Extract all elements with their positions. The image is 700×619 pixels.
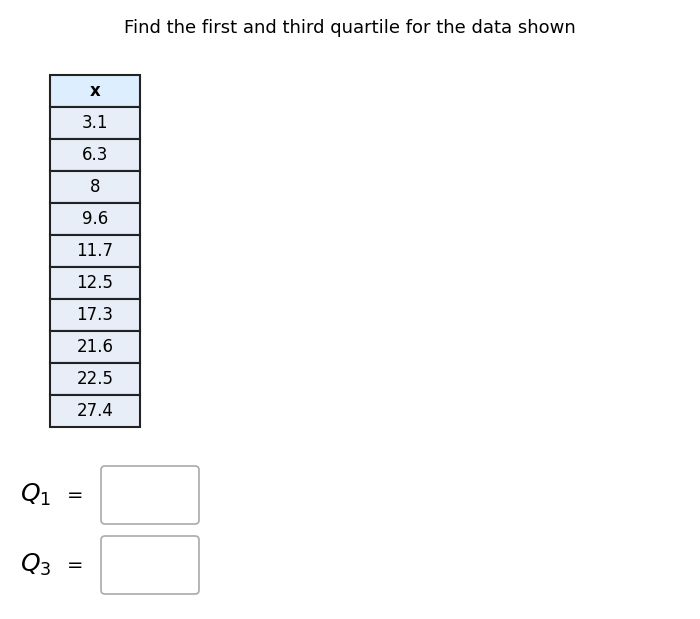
Text: 17.3: 17.3: [76, 306, 113, 324]
Text: =: =: [66, 555, 83, 574]
FancyBboxPatch shape: [50, 139, 140, 171]
FancyBboxPatch shape: [50, 107, 140, 139]
FancyBboxPatch shape: [50, 203, 140, 235]
FancyBboxPatch shape: [101, 466, 199, 524]
FancyBboxPatch shape: [50, 395, 140, 427]
Text: 3.1: 3.1: [82, 114, 108, 132]
Text: 6.3: 6.3: [82, 146, 108, 164]
Text: $Q_1$: $Q_1$: [20, 482, 51, 508]
Text: 8: 8: [90, 178, 100, 196]
FancyBboxPatch shape: [50, 75, 140, 107]
Text: 12.5: 12.5: [76, 274, 113, 292]
FancyBboxPatch shape: [50, 299, 140, 331]
Text: Find the first and third quartile for the data shown: Find the first and third quartile for th…: [124, 19, 576, 37]
FancyBboxPatch shape: [50, 267, 140, 299]
FancyBboxPatch shape: [101, 536, 199, 594]
Text: x: x: [90, 82, 100, 100]
Text: $Q_3$: $Q_3$: [20, 552, 51, 578]
FancyBboxPatch shape: [50, 331, 140, 363]
Text: 11.7: 11.7: [76, 242, 113, 260]
Text: 22.5: 22.5: [76, 370, 113, 388]
FancyBboxPatch shape: [50, 363, 140, 395]
Text: 27.4: 27.4: [76, 402, 113, 420]
Text: 9.6: 9.6: [82, 210, 108, 228]
FancyBboxPatch shape: [50, 171, 140, 203]
Text: 21.6: 21.6: [76, 338, 113, 356]
FancyBboxPatch shape: [50, 235, 140, 267]
Text: =: =: [66, 485, 83, 504]
